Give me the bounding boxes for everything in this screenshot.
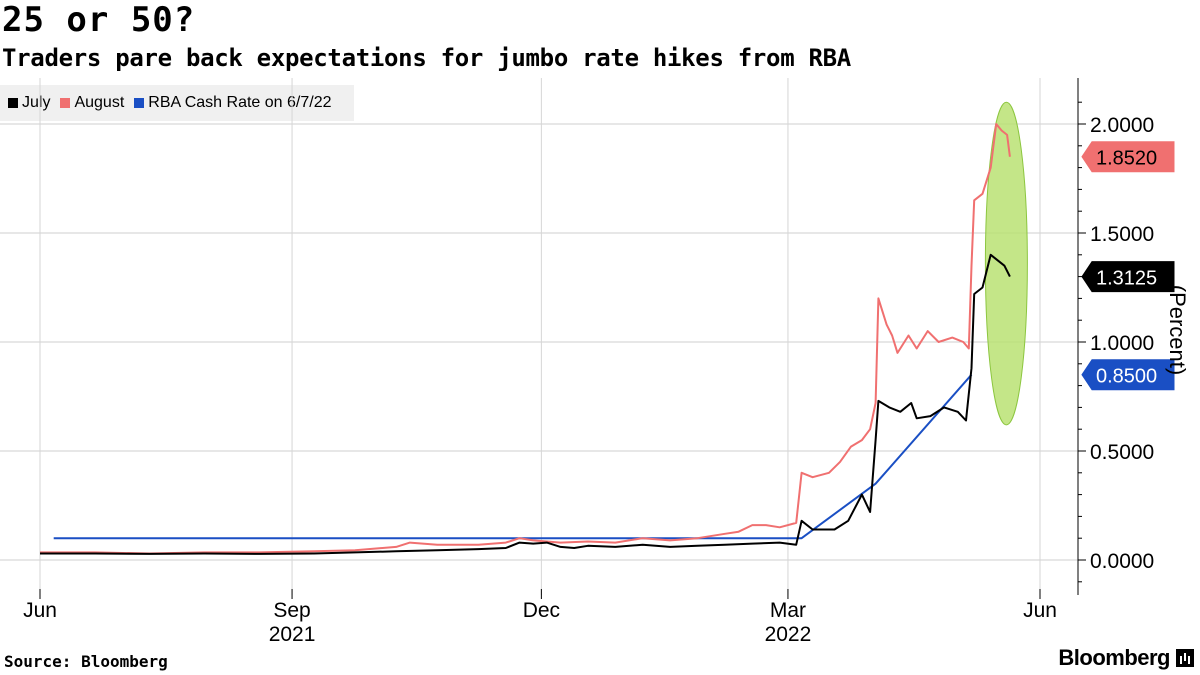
page-title: 25 or 50?	[2, 0, 196, 40]
series-line-august	[40, 123, 1011, 555]
source-note: Source: Bloomberg	[4, 652, 168, 671]
highlight-ellipse	[984, 101, 1028, 426]
brand-name: Bloomberg	[1058, 645, 1170, 670]
value-callout-label: 1.8520	[1096, 148, 1157, 170]
legend-swatch-july	[8, 98, 18, 108]
x-tick-label: Jun	[1023, 599, 1057, 622]
page-subtitle: Traders pare back expectations for jumbo…	[2, 44, 851, 72]
x-tick-label: Jun	[23, 599, 57, 622]
value-callout-label: 0.8500	[1096, 366, 1157, 388]
series-line-july	[40, 253, 1011, 555]
legend-label-july: July	[22, 94, 51, 111]
value-callout-rba	[1081, 359, 1175, 391]
value-callout-label: 1.3125	[1096, 268, 1157, 290]
x-tick-label: Sep	[273, 599, 310, 622]
bloomberg-mark-icon	[1176, 649, 1194, 667]
x-year-label: 2022	[765, 623, 812, 646]
series-line-rba	[53, 374, 973, 540]
legend-item-august: August	[60, 94, 124, 112]
x-tick-label: Mar	[770, 599, 806, 622]
legend-label-august: August	[74, 94, 125, 111]
legend-item-july: July	[8, 94, 50, 112]
x-tick-label: Dec	[523, 599, 560, 622]
legend-item-rba: RBA Cash Rate on 6/7/22	[134, 94, 332, 112]
y-tick-label: 1.5000	[1090, 223, 1154, 246]
value-callout-august	[1081, 141, 1175, 173]
x-year-label: 2021	[269, 623, 316, 646]
y-tick-label: 1.0000	[1090, 332, 1154, 355]
chart-legend: July August RBA Cash Rate on 6/7/22	[0, 85, 354, 121]
legend-swatch-rba	[134, 98, 145, 108]
y-tick-label: 0.5000	[1090, 441, 1154, 464]
y-tick-label: 2.0000	[1090, 114, 1154, 137]
y-axis-label: (Percent)	[1165, 284, 1190, 376]
legend-label-rba: RBA Cash Rate on 6/7/22	[148, 94, 332, 111]
brand-logo: Bloomberg	[1058, 645, 1194, 671]
legend-swatch-august	[60, 98, 71, 108]
y-tick-label: 0.0000	[1090, 550, 1154, 573]
value-callout-july	[1081, 261, 1175, 293]
